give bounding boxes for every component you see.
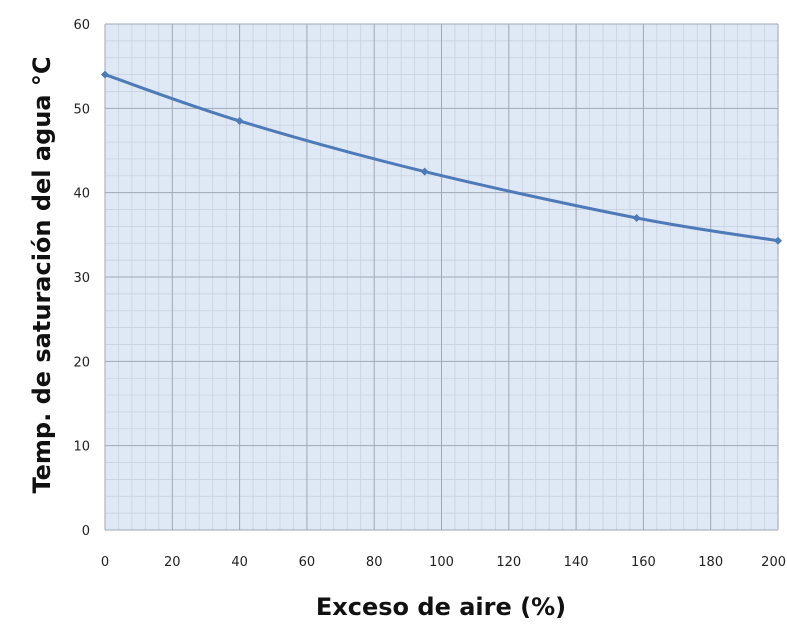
x-axis-title: Exceso de aire (%) — [316, 593, 566, 621]
data-point-marker — [101, 70, 109, 79]
x-tick-label: 140 — [564, 555, 589, 570]
x-tick-label: 200 — [761, 555, 786, 570]
tick-labels: 0 20 40 60 80 100 120 140 160 180 200 0 10 20 30 40 50 60 — [73, 18, 786, 570]
x-tick-label: 80 — [366, 555, 383, 570]
y-tick-label: 50 — [73, 102, 90, 117]
x-tick-label: 60 — [299, 555, 316, 570]
x-tick-label: 20 — [164, 555, 181, 570]
y-tick-label: 0 — [82, 524, 90, 539]
grid — [104, 23, 779, 531]
x-tick-label: 40 — [231, 555, 248, 570]
data-point-marker — [774, 236, 782, 245]
y-tick-label: 10 — [73, 440, 90, 455]
x-tick-label: 180 — [698, 555, 723, 570]
x-tick-label: 100 — [429, 555, 454, 570]
y-axis-title: Temp. de saturación del agua °C — [28, 56, 56, 493]
x-tick-label: 0 — [101, 555, 109, 570]
data-point-marker — [420, 167, 429, 176]
data-point-marker — [235, 116, 244, 125]
y-tick-label: 20 — [73, 355, 90, 370]
series-layer — [101, 70, 782, 245]
x-tick-label: 120 — [496, 555, 521, 570]
x-tick-label: 160 — [631, 555, 656, 570]
data-point-marker — [632, 213, 641, 222]
y-tick-label: 30 — [73, 271, 90, 286]
y-tick-label: 40 — [73, 187, 90, 202]
y-tick-label: 60 — [73, 18, 90, 33]
